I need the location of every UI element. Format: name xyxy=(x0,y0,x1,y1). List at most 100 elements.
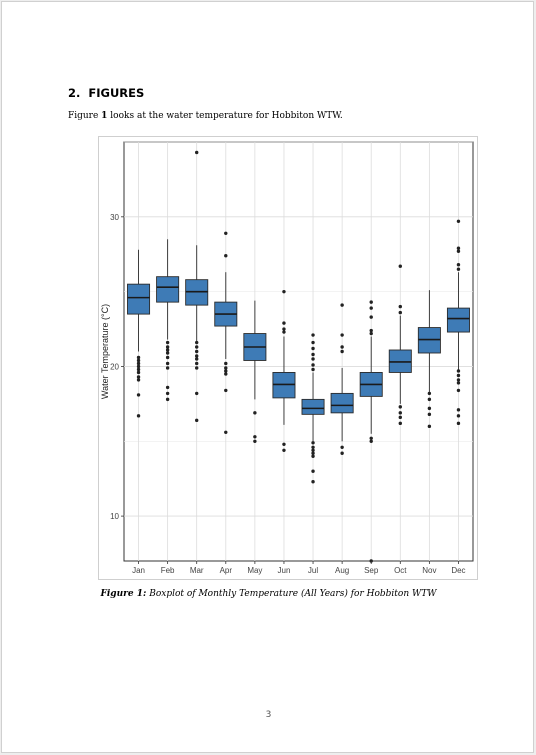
plot-panel xyxy=(123,141,474,562)
outlier-point xyxy=(398,304,402,309)
outlier-point xyxy=(427,412,432,417)
intro-paragraph: Figure 1 looks at the water temperature … xyxy=(68,111,343,121)
outlier-point xyxy=(456,373,461,378)
outlier-point xyxy=(165,355,170,360)
outlier-point xyxy=(224,372,228,376)
outlier-point xyxy=(136,364,141,369)
outlier-point xyxy=(165,340,170,345)
y-tick-label: 10 xyxy=(110,512,119,521)
x-tick-label: Sep xyxy=(364,566,379,575)
outlier-point xyxy=(165,351,170,355)
outlier-point xyxy=(456,378,461,382)
outlier-point xyxy=(282,321,286,325)
outlier-point xyxy=(456,421,461,426)
outlier-point xyxy=(136,393,141,397)
outlier-point xyxy=(311,357,315,361)
outlier-point xyxy=(224,388,228,393)
outlier-point xyxy=(398,310,402,315)
figure-1-chart: 10 20 30 Water Temperature (°C) Jan Feb Mar Apr… xyxy=(98,136,478,580)
outlier-point xyxy=(253,435,257,439)
outlier-point xyxy=(165,366,170,370)
outlier-point xyxy=(165,385,170,390)
outlier-point xyxy=(340,345,344,349)
outlier-point xyxy=(340,349,344,354)
outlier-point xyxy=(282,330,286,334)
outlier-point xyxy=(311,346,315,351)
outlier-point xyxy=(136,378,141,382)
outlier-point xyxy=(456,246,461,250)
outlier-point xyxy=(136,358,141,363)
outlier-point xyxy=(136,375,141,379)
x-tick-label: Mar xyxy=(190,566,204,575)
outlier-point xyxy=(340,303,344,307)
y-tick-label: 30 xyxy=(110,213,119,222)
section-heading: 2. FIGURES xyxy=(68,86,144,100)
outlier-point xyxy=(340,451,344,455)
intro-prefix: Figure xyxy=(68,111,102,121)
outlier-point xyxy=(398,405,402,409)
outlier-point xyxy=(398,415,402,420)
outlier-point xyxy=(369,439,373,443)
outlier-point xyxy=(282,442,286,446)
outlier-point xyxy=(165,397,170,402)
x-tick-label: Oct xyxy=(394,566,407,575)
y-axis-label: Water Temperature (°C) xyxy=(100,304,110,399)
outlier-point xyxy=(311,454,315,458)
outlier-point xyxy=(224,430,228,435)
x-tick-label: Aug xyxy=(335,566,349,575)
outlier-point xyxy=(224,254,228,258)
outlier-point xyxy=(398,421,402,426)
outlier-point xyxy=(427,406,432,411)
outlier-point xyxy=(369,436,373,440)
outlier-point xyxy=(369,306,373,310)
outlier-point xyxy=(282,448,286,452)
outlier-point xyxy=(136,361,141,366)
figure-caption: Figure 1: Boxplot of Monthly Temperature… xyxy=(2,589,535,599)
outlier-point xyxy=(136,370,141,375)
x-tick-label: Feb xyxy=(161,566,175,575)
outlier-point xyxy=(369,331,373,336)
figure-reference: 1 xyxy=(101,111,108,121)
outlier-point xyxy=(311,363,315,367)
outlier-point xyxy=(311,448,315,452)
outlier-point xyxy=(340,333,344,337)
caption-label: Figure 1: xyxy=(100,589,147,599)
outlier-point xyxy=(282,289,286,294)
caption-text: Boxplot of Monthly Temperature (All Year… xyxy=(146,589,437,599)
outlier-point xyxy=(456,408,461,412)
box-aug xyxy=(330,392,354,414)
outlier-point xyxy=(195,345,199,349)
outlier-point xyxy=(456,267,461,271)
outlier-point xyxy=(311,333,315,337)
x-tick-label: May xyxy=(247,566,262,575)
outlier-point xyxy=(311,340,315,345)
outlier-point xyxy=(456,414,461,418)
section-title: FIGURES xyxy=(88,86,145,100)
x-tick-label: Jul xyxy=(308,566,318,575)
outlier-point xyxy=(136,414,141,418)
outlier-point xyxy=(427,424,432,429)
outlier-point xyxy=(398,411,402,415)
outlier-point xyxy=(282,327,286,331)
outlier-point xyxy=(195,150,199,155)
outlier-point xyxy=(369,328,373,333)
outlier-point xyxy=(224,366,228,370)
outlier-point xyxy=(195,361,199,366)
outlier-point xyxy=(427,397,432,402)
outlier-point xyxy=(369,315,373,319)
outlier-point xyxy=(165,361,170,366)
outlier-point xyxy=(253,439,257,443)
outlier-point xyxy=(195,366,199,370)
outlier-point xyxy=(456,249,461,253)
outlier-point xyxy=(195,391,199,396)
outlier-point xyxy=(224,361,228,366)
outlier-point xyxy=(195,354,199,358)
outlier-point xyxy=(195,357,199,361)
outlier-point xyxy=(165,391,170,396)
outlier-point xyxy=(311,441,315,445)
outlier-point xyxy=(456,381,461,385)
outlier-point xyxy=(311,445,315,449)
x-tick-label: Jun xyxy=(278,566,291,575)
x-tick-label: Dec xyxy=(451,566,465,575)
